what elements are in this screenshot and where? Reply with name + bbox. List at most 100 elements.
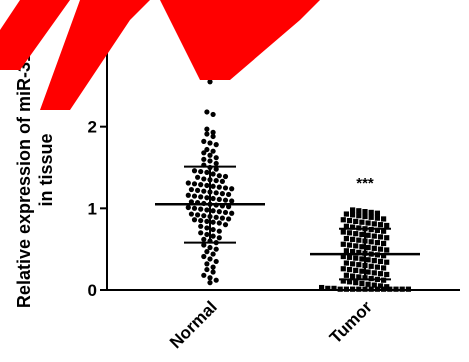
normal-data-point bbox=[213, 214, 219, 220]
tumor-data-point bbox=[384, 259, 390, 265]
normal-data-point bbox=[216, 184, 222, 190]
normal-data-point bbox=[210, 183, 216, 189]
tumor-data-point bbox=[377, 271, 384, 277]
normal-data-point bbox=[210, 264, 216, 270]
tumor-data-point bbox=[340, 217, 346, 223]
tumor-data-point bbox=[365, 244, 371, 251]
normal-data-point bbox=[216, 173, 222, 179]
tumor-data-point bbox=[319, 284, 325, 291]
tumor-data-point bbox=[384, 247, 390, 253]
tumor-data-point bbox=[365, 220, 371, 226]
normal-data-point bbox=[207, 280, 213, 286]
tumor-data-point bbox=[340, 266, 346, 272]
tumor-data-point bbox=[343, 223, 349, 229]
tumor-data-point bbox=[381, 240, 387, 247]
tumor-data-point bbox=[371, 221, 377, 227]
tumor-data-point bbox=[350, 261, 356, 267]
y-axis-title: Relative expression of miR-3195 in tissu… bbox=[14, 32, 56, 308]
tumor-data-point bbox=[368, 263, 374, 269]
tumor-data-point bbox=[359, 219, 365, 225]
normal-data-point bbox=[185, 192, 191, 198]
normal-data-point bbox=[207, 158, 213, 164]
tumor-data-point bbox=[359, 256, 365, 262]
tumor-data-point bbox=[356, 286, 362, 292]
normal-data-point bbox=[204, 231, 210, 238]
tumor-data-point bbox=[350, 249, 356, 255]
normal-data-point bbox=[204, 169, 210, 175]
tumor-data-point bbox=[331, 285, 337, 291]
normal-data-point bbox=[213, 166, 219, 172]
normal-data-point bbox=[226, 191, 232, 198]
tumor-data-point bbox=[384, 271, 390, 278]
tumor-data-point bbox=[346, 254, 353, 260]
normal-data-point bbox=[195, 174, 201, 180]
normal-data-point bbox=[222, 197, 229, 203]
normal-data-point bbox=[204, 266, 210, 273]
tumor-data-point bbox=[350, 224, 356, 230]
normal-data-point bbox=[210, 148, 216, 154]
normal-data-point bbox=[222, 222, 229, 228]
normal-data-point bbox=[213, 277, 219, 283]
tumor-data-point bbox=[381, 265, 387, 271]
normal-data-point bbox=[201, 150, 207, 156]
normal-data-point bbox=[201, 236, 207, 242]
normal-data-point bbox=[191, 181, 198, 187]
tumor-data-point bbox=[399, 286, 405, 292]
tumor-data-point bbox=[387, 286, 393, 292]
data-points bbox=[185, 79, 411, 292]
tumor-data-point bbox=[353, 243, 359, 249]
normal-data-point bbox=[195, 187, 201, 193]
tumor-data-point bbox=[374, 215, 380, 221]
tumor-data-point bbox=[377, 283, 384, 289]
tumor-data-point bbox=[356, 262, 362, 268]
tumor-data-point bbox=[368, 239, 374, 245]
normal-data-point bbox=[216, 196, 222, 202]
normal-data-point bbox=[191, 205, 198, 211]
tumor-data-point bbox=[340, 229, 346, 235]
normal-data-point bbox=[191, 217, 198, 223]
tumor-data-point bbox=[365, 257, 371, 263]
normal-data-point bbox=[204, 195, 210, 201]
tumor-data-point bbox=[384, 222, 390, 229]
tumor-data-point bbox=[384, 235, 390, 241]
tumor-data-point bbox=[350, 236, 356, 242]
tumor-data-point bbox=[365, 281, 371, 287]
tumor-data-point bbox=[359, 280, 365, 287]
normal-data-point bbox=[216, 235, 222, 241]
tumor-data-point bbox=[343, 286, 349, 292]
normal-data-point bbox=[198, 168, 204, 175]
tumor-data-point bbox=[374, 210, 380, 216]
red-logo-icon bbox=[0, 0, 320, 110]
normal-data-point bbox=[191, 193, 198, 199]
tumor-data-point bbox=[359, 268, 365, 274]
normal-data-point bbox=[204, 218, 210, 224]
normal-data-point bbox=[229, 210, 235, 216]
tumor-data-point bbox=[371, 258, 377, 264]
tumor-data-point bbox=[359, 231, 365, 238]
y-tick-label: 2 bbox=[88, 118, 97, 137]
tumor-data-point bbox=[365, 232, 371, 238]
normal-data-point bbox=[185, 180, 191, 186]
normal-data-point bbox=[210, 251, 216, 257]
normal-data-point bbox=[207, 256, 213, 262]
tumor-data-point bbox=[346, 217, 353, 224]
normal-data-point bbox=[207, 244, 213, 251]
normal-data-point bbox=[210, 219, 216, 225]
normal-data-point bbox=[216, 228, 222, 234]
tumor-data-point bbox=[377, 222, 384, 228]
tumor-data-point bbox=[381, 216, 387, 222]
category-labels: Normal Tumor bbox=[166, 297, 376, 352]
tumor-data-point bbox=[356, 274, 362, 280]
tumor-data-point bbox=[368, 214, 374, 220]
normal-data-point bbox=[219, 191, 225, 197]
tumor-data-point bbox=[377, 258, 384, 265]
tumor-data-point bbox=[362, 213, 368, 220]
tumor-data-point bbox=[340, 253, 346, 260]
normal-data-point bbox=[198, 217, 204, 224]
tumor-data-point bbox=[362, 209, 368, 215]
normal-data-point bbox=[201, 156, 207, 162]
normal-data-point bbox=[198, 230, 204, 236]
significance-label: *** bbox=[356, 175, 374, 192]
normal-data-point bbox=[185, 204, 191, 211]
tumor-data-point bbox=[340, 241, 346, 247]
